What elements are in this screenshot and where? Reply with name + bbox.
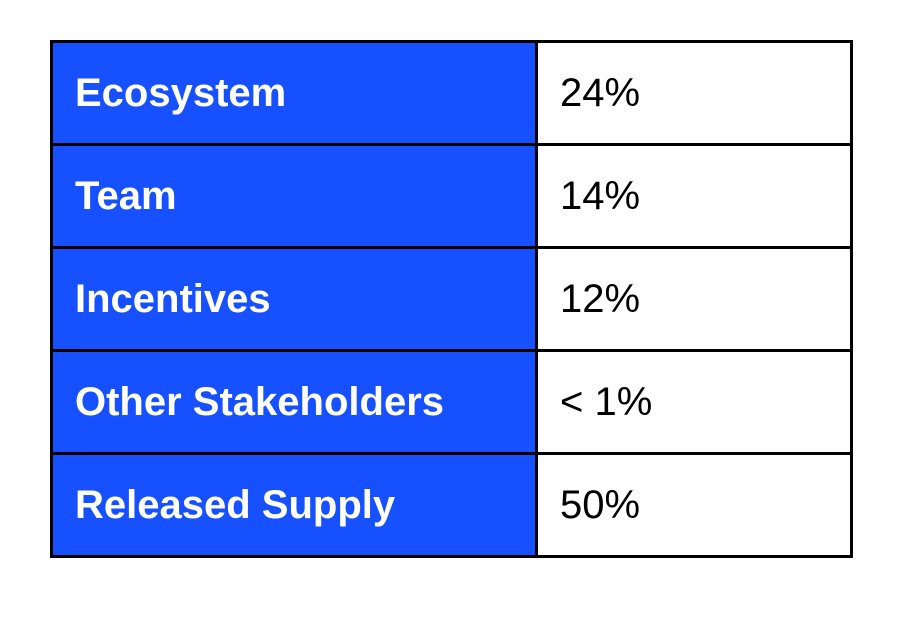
table-row: Other Stakeholders < 1% (50, 349, 853, 455)
category-cell: Ecosystem (50, 40, 538, 146)
table-row: Incentives 12% (50, 246, 853, 352)
category-cell: Team (50, 143, 538, 249)
value-cell: 12% (535, 246, 853, 352)
value-cell: 14% (535, 143, 853, 249)
category-cell: Incentives (50, 246, 538, 352)
table-row: Released Supply 50% (50, 452, 853, 558)
value-cell: 24% (535, 40, 853, 146)
value-cell: < 1% (535, 349, 853, 455)
category-cell: Other Stakeholders (50, 349, 538, 455)
allocation-table: Ecosystem 24% Team 14% Incentives 12% Other St… (50, 40, 853, 558)
value-cell: 50% (535, 452, 853, 558)
category-cell: Released Supply (50, 452, 538, 558)
table-row: Team 14% (50, 143, 853, 249)
table-row: Ecosystem 24% (50, 40, 853, 146)
